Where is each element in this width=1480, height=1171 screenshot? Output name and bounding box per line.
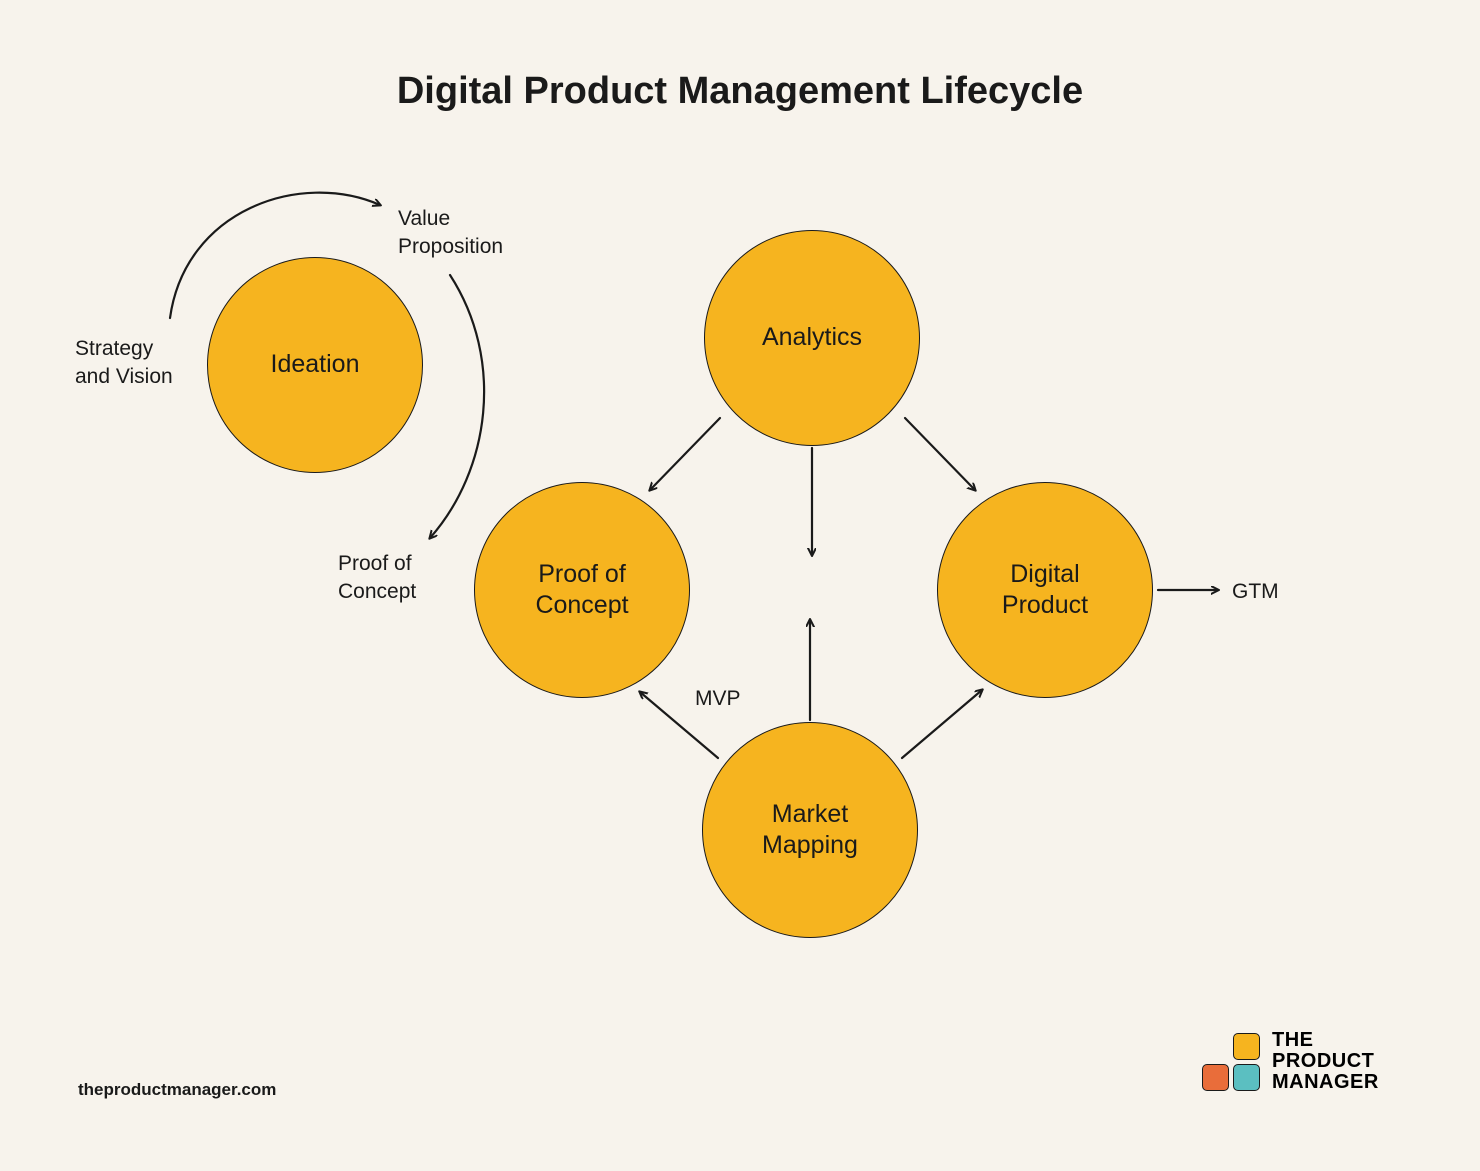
- logo-text-line1: THE: [1272, 1030, 1379, 1051]
- arrow-market-to-digital: [902, 690, 982, 758]
- node-market: MarketMapping: [702, 722, 918, 938]
- logo-text-line3: MANAGER: [1272, 1072, 1379, 1093]
- annotation-value-proposition: ValueProposition: [398, 205, 503, 262]
- node-analytics: Analytics: [704, 230, 920, 446]
- node-label-analytics: Analytics: [762, 322, 862, 353]
- node-label-market: MarketMapping: [762, 799, 858, 862]
- annotation-strategy-vision: Strategyand Vision: [75, 335, 173, 392]
- node-proof: Proof ofConcept: [474, 482, 690, 698]
- arrow-value-to-proof: [430, 275, 484, 538]
- logo-text-line2: PRODUCT: [1272, 1051, 1379, 1072]
- diagram-title: Digital Product Management Lifecycle: [0, 70, 1480, 113]
- arrow-analytics-to-proof: [650, 418, 720, 490]
- logo-square-bottom-left: [1202, 1064, 1229, 1091]
- node-ideation: Ideation: [207, 257, 423, 473]
- logo-square-bottom-right: [1233, 1064, 1260, 1091]
- node-label-ideation: Ideation: [271, 349, 360, 380]
- node-digital: DigitalProduct: [937, 482, 1153, 698]
- annotation-gtm: GTM: [1232, 578, 1279, 606]
- brand-logo: THE PRODUCT MANAGER: [1202, 1030, 1379, 1093]
- node-label-proof: Proof ofConcept: [535, 559, 628, 622]
- arrow-analytics-to-digital: [905, 418, 975, 490]
- logo-squares-icon: [1202, 1033, 1260, 1091]
- logo-square-top-right: [1233, 1033, 1260, 1060]
- diagram-canvas: Digital Product Management Lifecycle Ide…: [0, 0, 1480, 1171]
- logo-text: THE PRODUCT MANAGER: [1272, 1030, 1379, 1093]
- annotation-proof-of-concept: Proof ofConcept: [338, 550, 416, 607]
- node-label-digital: DigitalProduct: [1002, 559, 1088, 622]
- footer-url: theproductmanager.com: [78, 1080, 276, 1100]
- annotation-mvp: MVP: [695, 685, 741, 713]
